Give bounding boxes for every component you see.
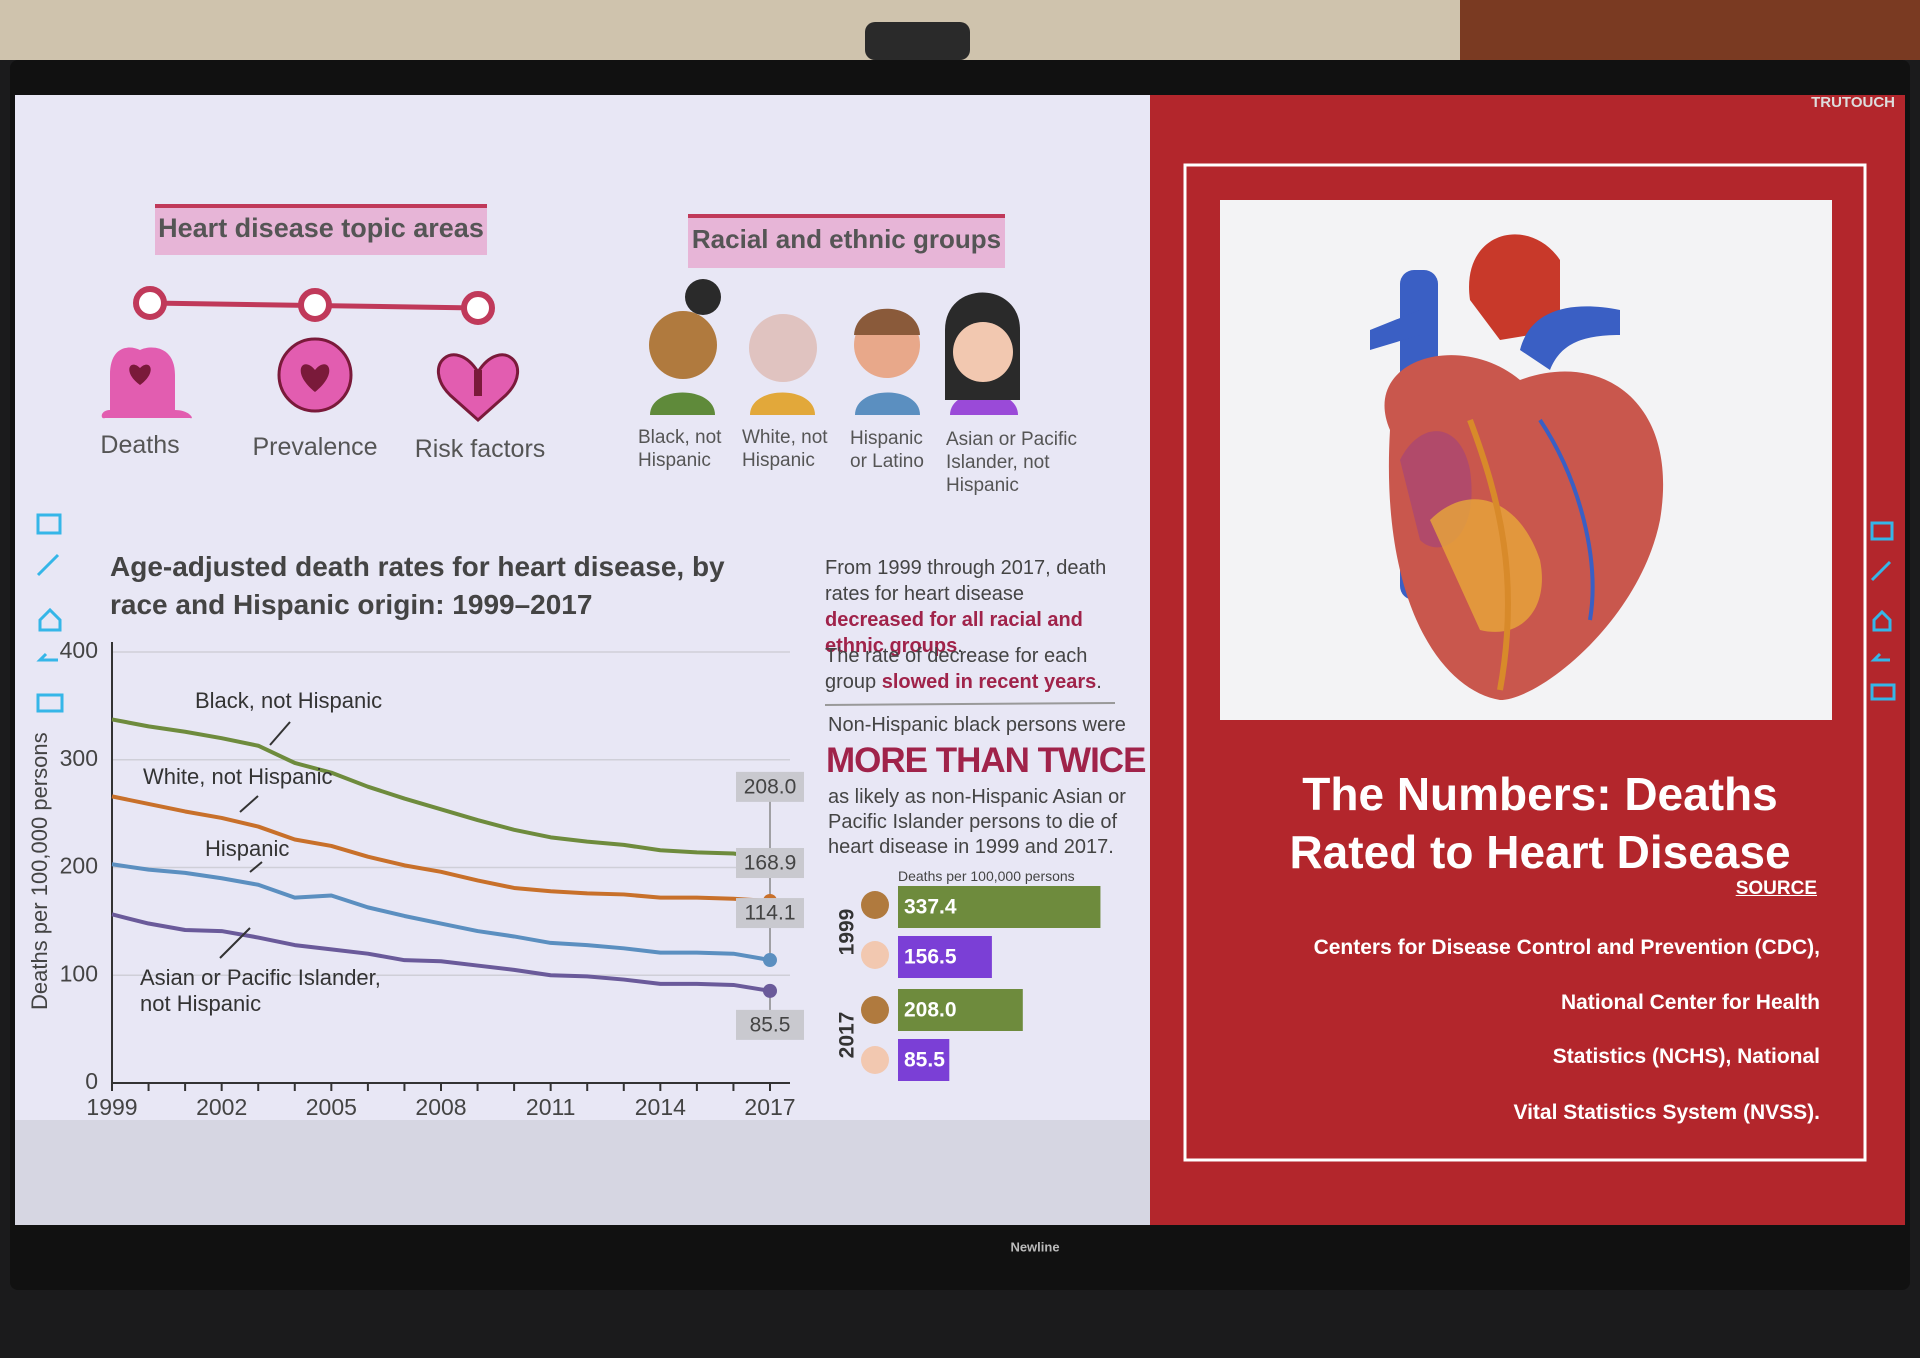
source-line: Vital Statistics System (NVSS). [1513, 1101, 1820, 1124]
toolbar-left [36, 513, 64, 713]
bar-value-label: 85.5 [904, 1049, 945, 1072]
face-icons [649, 279, 1020, 415]
label-leader [239, 795, 259, 813]
topic-title: Heart disease topic areas [158, 213, 484, 243]
x-tick-label: 2017 [744, 1094, 795, 1120]
panel-title: The Numbers: Deaths Rated to Heart Disea… [1289, 768, 1791, 878]
chart-layer: 0 100 200 300 400 1999 2002 2005 2008 2011 2014 201… [60, 637, 1101, 1120]
timeline-node [298, 288, 332, 322]
toolbar-right [1870, 521, 1896, 701]
value-label: 168.9 [744, 852, 797, 875]
chart-title: Age-adjusted death rates for heart disea… [110, 551, 725, 620]
bar [898, 989, 1023, 1031]
y-tick-label: 0 [85, 1068, 98, 1094]
note-separator [824, 702, 1116, 706]
topic-item: Prevalence [252, 433, 378, 461]
x-tick-label: 2011 [526, 1094, 575, 1120]
note-text: The rate of decrease for each group [825, 645, 1088, 693]
y-tick-label: 200 [60, 853, 98, 879]
note-text: . [1096, 671, 1102, 693]
note-text: . [957, 635, 963, 657]
bar-category: 2017 [836, 1012, 859, 1059]
topic-title-box [155, 205, 487, 255]
group-label: Asian or Pacific Islander, not Hispanic [946, 429, 1077, 496]
bar-faces [861, 891, 889, 1074]
label-leader [249, 861, 263, 873]
series-line [111, 862, 771, 963]
brand: TRUTOUCH [1811, 94, 1895, 111]
bar-value-label: 337.4 [904, 896, 957, 919]
bar-axis-label: Deaths per 100,000 persons [898, 868, 1075, 884]
deaths-icon-heart [129, 364, 151, 385]
furniture [1460, 0, 1920, 60]
y-tick-label: 300 [60, 745, 98, 771]
topic-item: Deaths [100, 431, 180, 459]
series-label: White, not Hispanic [143, 764, 333, 789]
series-label: Hispanic [205, 836, 290, 861]
note: The rate of decrease for each group slow… [825, 643, 1115, 695]
topic-item: Risk factors [414, 435, 546, 463]
note-highlight: slowed in recent years [881, 671, 1097, 693]
value-label: 208.0 [744, 775, 797, 798]
bar-value-label: 156.5 [904, 946, 957, 969]
panel-border [1183, 163, 1867, 1162]
end-point [763, 953, 777, 968]
series-label: Black, not Hispanic [195, 688, 383, 713]
group-label: White, not Hispanic [742, 427, 828, 471]
value-label: 85.5 [750, 1013, 791, 1036]
x-tick-label: 2014 [635, 1094, 686, 1120]
note-text: From 1999 through 2017, death rates for … [825, 557, 1107, 605]
series-line [111, 794, 771, 904]
timeline-node [133, 286, 167, 320]
value-label-box [736, 1009, 804, 1040]
source-line: Centers for Disease Control and Preventi… [1313, 936, 1820, 959]
bar [898, 936, 992, 978]
label-leader [219, 927, 251, 959]
y-tick-label: 100 [60, 960, 98, 986]
note: From 1999 through 2017, death rates for … [825, 555, 1125, 659]
source-line: National Center for Health [1560, 991, 1820, 1014]
callout-text: as likely as non-Hispanic Asian or Pacif… [828, 786, 1126, 858]
value-label-box [736, 898, 804, 929]
x-tick-label: 2002 [196, 1094, 247, 1120]
left-panel [15, 95, 1155, 1225]
x-tick-label: 1999 [86, 1094, 137, 1120]
group-label: Black, not Hispanic [638, 427, 722, 471]
timeline-node [461, 291, 495, 325]
value-label: 114.1 [745, 902, 796, 925]
x-tick-label: 2008 [415, 1094, 466, 1120]
bottom-strip [15, 1120, 1155, 1225]
webcam [865, 22, 970, 60]
x-tick-label: 2005 [306, 1094, 357, 1120]
callout-emphasis: MORE THAN TWICE [826, 741, 1146, 780]
monitor-brand: Newline [1010, 1239, 1059, 1254]
group-label: Hispanic or Latino [850, 428, 924, 472]
bar [898, 886, 1101, 928]
groups-title-box [688, 215, 1005, 268]
series-line [111, 717, 771, 861]
y-axis-label: Deaths per 100,000 persons [26, 732, 52, 1011]
bar-value-label: 208.0 [904, 999, 957, 1022]
deaths-icon [101, 347, 192, 419]
heart-illustration [1370, 234, 1664, 700]
label-leader [269, 721, 291, 746]
series-label: Asian or Pacific Islander, not Hispanic [140, 965, 381, 1017]
note-highlight: decreased for all racial and ethnic grou… [825, 609, 1083, 657]
callout-lead: Non-Hispanic black persons were [828, 714, 1126, 736]
source-line: Statistics (NCHS), National [1552, 1045, 1820, 1068]
value-label-box [736, 771, 804, 802]
prevalence-icon-heart [300, 364, 330, 392]
bar [898, 1039, 950, 1081]
series-line [111, 912, 771, 993]
value-label-box [736, 848, 804, 879]
y-tick-label: 400 [60, 637, 98, 663]
bar-category: 1999 [836, 909, 859, 956]
end-point [763, 983, 777, 998]
groups-title: Racial and ethnic groups [691, 224, 1002, 254]
source-link[interactable]: SOURCE [1735, 878, 1817, 899]
risk-icon-mark [474, 370, 482, 396]
